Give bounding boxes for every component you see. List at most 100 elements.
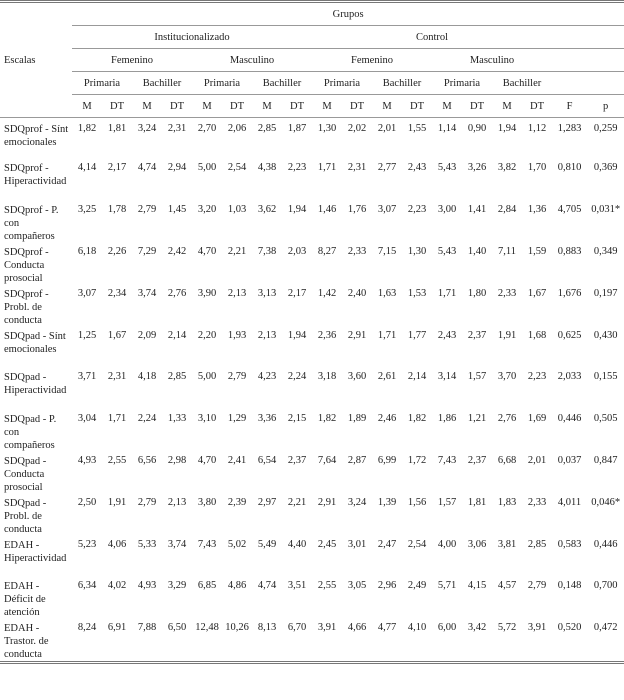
cell: 2,02 <box>347 123 367 134</box>
cell: 6,70 <box>287 622 307 634</box>
level-header: Bachiller <box>492 71 552 95</box>
table-row: SDQpad - Sínt emocionales 1,25 1,67 2,09 2,1… <box>0 327 624 369</box>
cell: 2,37 <box>467 329 487 341</box>
cell: 2,40 <box>347 287 367 299</box>
cell: 1,676 <box>557 287 582 299</box>
level-header: Bachiller <box>372 71 432 95</box>
cell: 2,49 <box>407 580 427 592</box>
cell: 1,82 <box>407 412 427 424</box>
stat-header: p <box>587 94 624 118</box>
cell: 2,37 <box>467 454 487 466</box>
scale-label: SDQprof - P. con compañeros <box>4 204 59 242</box>
cell: 1,63 <box>377 287 397 299</box>
cell: 2,79 <box>137 496 157 508</box>
cell: 2,03 <box>287 245 307 257</box>
cell: 2,31 <box>167 123 187 134</box>
scale-label: SDQpad - Hiperactividad <box>4 372 67 397</box>
cell: 4,86 <box>227 580 247 592</box>
cell: 0,031* <box>591 203 621 215</box>
cell: 2,15 <box>287 412 307 424</box>
cell: 6,34 <box>77 580 97 592</box>
cell: 1,76 <box>347 203 367 215</box>
scale-label: SDQpad - Conducta prosocial <box>4 455 47 493</box>
cell: 1,283 <box>557 123 582 134</box>
cell: 5,00 <box>197 371 217 383</box>
stat-header: DT <box>462 94 492 118</box>
stat-header: F <box>552 94 587 118</box>
cell: 2,55 <box>317 580 337 592</box>
cell: 3,04 <box>77 412 97 424</box>
cell: 1,42 <box>317 287 337 299</box>
cell: 3,74 <box>167 538 187 550</box>
cell: 6,91 <box>107 622 127 634</box>
results-table: Escalas Grupos Institucionalizado Control Fe… <box>0 0 624 665</box>
stat-header: M <box>432 94 462 118</box>
cell: 0,046* <box>591 496 621 508</box>
cell: 2,43 <box>437 329 457 341</box>
cell: 7,43 <box>197 538 217 550</box>
cell: 2,13 <box>257 329 277 341</box>
cell: 1,87 <box>287 123 307 134</box>
stat-header: M <box>492 94 522 118</box>
cell: 3,29 <box>167 580 187 592</box>
cell: 1,25 <box>77 329 97 341</box>
cell: 2,47 <box>377 538 397 550</box>
cell: 2,01 <box>527 454 547 466</box>
cell: 4,70 <box>197 454 217 466</box>
cell: 0,197 <box>593 287 618 299</box>
cell: 2,33 <box>527 496 547 508</box>
cell: 4,011 <box>557 496 582 508</box>
cell: 2,23 <box>527 371 547 383</box>
cell: 2,31 <box>347 162 367 174</box>
cell: 3,60 <box>347 371 367 383</box>
cell: 3,82 <box>497 162 517 174</box>
cell: 3,91 <box>527 622 547 634</box>
cell: 1,53 <box>407 287 427 299</box>
cell: 1,29 <box>227 412 247 424</box>
cell: 5,33 <box>137 538 157 550</box>
cell: 3,70 <box>497 371 517 383</box>
cell: 3,91 <box>317 622 337 634</box>
cell: 5,49 <box>257 538 277 550</box>
cell: 4,70 <box>197 245 217 257</box>
scale-label: EDAH - Hiperactividad <box>4 539 67 564</box>
cell: 5,00 <box>197 162 217 174</box>
cell: 1,67 <box>107 329 127 341</box>
cell: 6,68 <box>497 454 517 466</box>
cell: 4,23 <box>257 371 277 383</box>
cell: 1,78 <box>107 203 127 215</box>
cell: 6,99 <box>377 454 397 466</box>
table-row: SDQpad - Conducta prosocial 4,93 2,55 6,56 2… <box>0 452 624 494</box>
cell: 2,17 <box>287 287 307 299</box>
cell: 2,76 <box>497 412 517 424</box>
cell: 12,48 <box>195 622 219 634</box>
stat-header: DT <box>402 94 432 118</box>
cell: 1,71 <box>437 287 457 299</box>
group-header: Institucionalizado <box>72 25 312 49</box>
cell: 2,61 <box>377 371 397 383</box>
cell: 2,24 <box>137 412 157 424</box>
cell: 1,68 <box>527 329 547 341</box>
cell: 1,57 <box>467 371 487 383</box>
cell: 1,59 <box>527 245 547 257</box>
scales-header: Escalas <box>0 1 72 118</box>
cell: 3,51 <box>287 580 307 592</box>
cell: 2,76 <box>167 287 187 299</box>
cell: 1,82 <box>77 123 97 134</box>
cell: 3,25 <box>77 203 97 215</box>
scale-label: SDQprof - Sínt emocionales <box>4 124 69 148</box>
stat-header: M <box>192 94 222 118</box>
table-row: SDQpad - P. con compañeros 3,04 1,71 2,24 1,… <box>0 410 624 452</box>
sex-header: Femenino <box>312 48 432 72</box>
level-header: Primaria <box>432 71 492 95</box>
cell: 0,430 <box>593 329 618 341</box>
stat-header: M <box>312 94 342 118</box>
cell: 2,70 <box>197 123 217 134</box>
cell: 2,36 <box>317 329 337 341</box>
cell: 2,85 <box>167 371 187 383</box>
cell: 2,21 <box>287 496 307 508</box>
table-row: SDQprof - Sínt emocionales 1,82 1,81 3,24 2,… <box>0 118 624 160</box>
cell: 1,39 <box>377 496 397 508</box>
stat-header: DT <box>342 94 372 118</box>
table-row: SDQpad - Hiperactividad 3,71 2,31 4,18 2,85 5… <box>0 368 624 410</box>
